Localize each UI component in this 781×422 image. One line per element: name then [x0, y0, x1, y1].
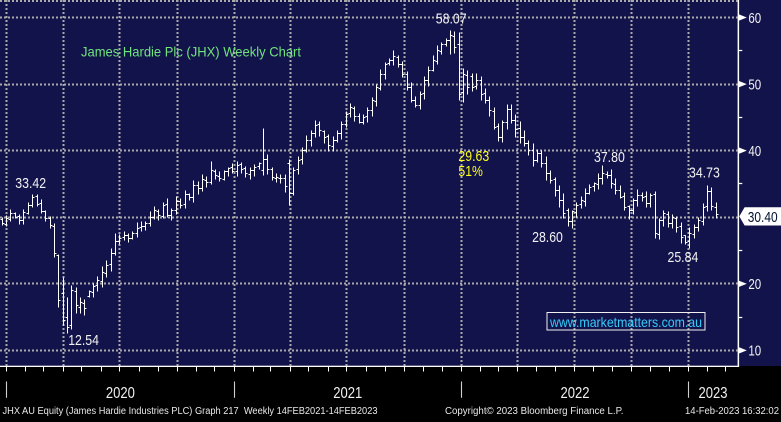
svg-text:2023: 2023	[699, 385, 728, 402]
svg-text:37.80: 37.80	[594, 150, 625, 166]
svg-text:JHX AU Equity (James Hardie In: JHX AU Equity (James Hardie Industries P…	[3, 406, 378, 417]
svg-text:28.60: 28.60	[532, 230, 563, 246]
svg-text:58.07: 58.07	[436, 11, 467, 27]
svg-text:2022: 2022	[561, 385, 590, 402]
svg-text:2021: 2021	[333, 385, 362, 402]
svg-text:Copyright© 2023 Bloomberg Fina: Copyright© 2023 Bloomberg Finance L.P.	[445, 406, 624, 417]
svg-text:60: 60	[748, 11, 761, 27]
svg-text:2020: 2020	[106, 385, 135, 402]
svg-text:James Hardie Plc (JHX) Weekly: James Hardie Plc (JHX) Weekly Chart	[81, 44, 301, 60]
svg-text:29.63: 29.63	[458, 149, 489, 165]
svg-text:10: 10	[748, 344, 761, 360]
svg-text:50: 50	[748, 77, 761, 93]
svg-text:40: 40	[748, 144, 761, 160]
svg-text:12.54: 12.54	[68, 333, 99, 349]
svg-text:30.40: 30.40	[748, 210, 778, 226]
svg-text:34.73: 34.73	[689, 165, 720, 181]
svg-text:51%: 51%	[458, 164, 483, 180]
svg-text:33.42: 33.42	[15, 176, 46, 192]
svg-text:20: 20	[748, 277, 761, 293]
svg-text:25.84: 25.84	[668, 250, 699, 266]
svg-text:www.marketmatters.com.au: www.marketmatters.com.au	[549, 314, 702, 330]
svg-text:14-Feb-2023 16:32:02: 14-Feb-2023 16:32:02	[685, 406, 779, 417]
